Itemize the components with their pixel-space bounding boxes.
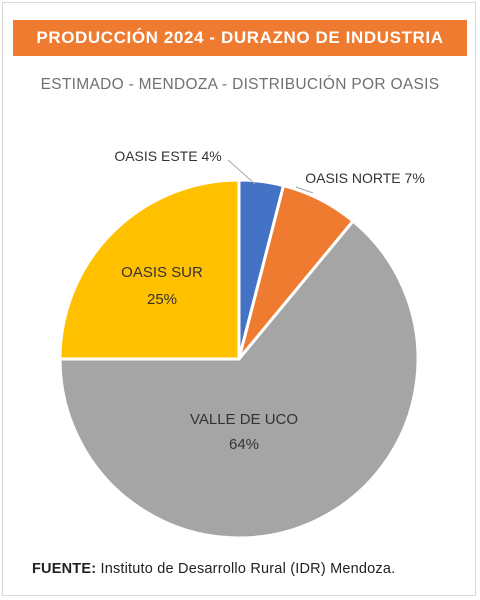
label-oasis-este: OASIS ESTE 4%	[114, 148, 221, 164]
pie-slice-oasis-sur	[58, 178, 241, 361]
label-valle-de-uco-name: VALLE DE UCO	[190, 411, 298, 428]
chart-title: PRODUCCIÓN 2024 - DURAZNO DE INDUSTRIA	[13, 20, 467, 56]
source-text: Instituto de Desarrollo Rural (IDR) Mend…	[100, 561, 396, 577]
leader-line-oasis-este	[227, 159, 256, 185]
source-label: FUENTE:	[32, 561, 97, 577]
source-note: FUENTE: Instituto de Desarrollo Rural (I…	[32, 561, 395, 577]
label-valle-de-uco-pct: 64%	[229, 436, 259, 453]
label-oasis-sur-pct: 25%	[147, 291, 177, 308]
label-oasis-norte: OASIS NORTE 7%	[305, 170, 425, 186]
leader-line-oasis-norte	[295, 186, 314, 194]
pie-slice-valle-de-uco	[58, 219, 420, 540]
label-oasis-sur-name: OASIS SUR	[121, 264, 203, 281]
chart-subtitle: ESTIMADO - MENDOZA - DISTRIBUCIÓN POR OA…	[40, 76, 440, 93]
